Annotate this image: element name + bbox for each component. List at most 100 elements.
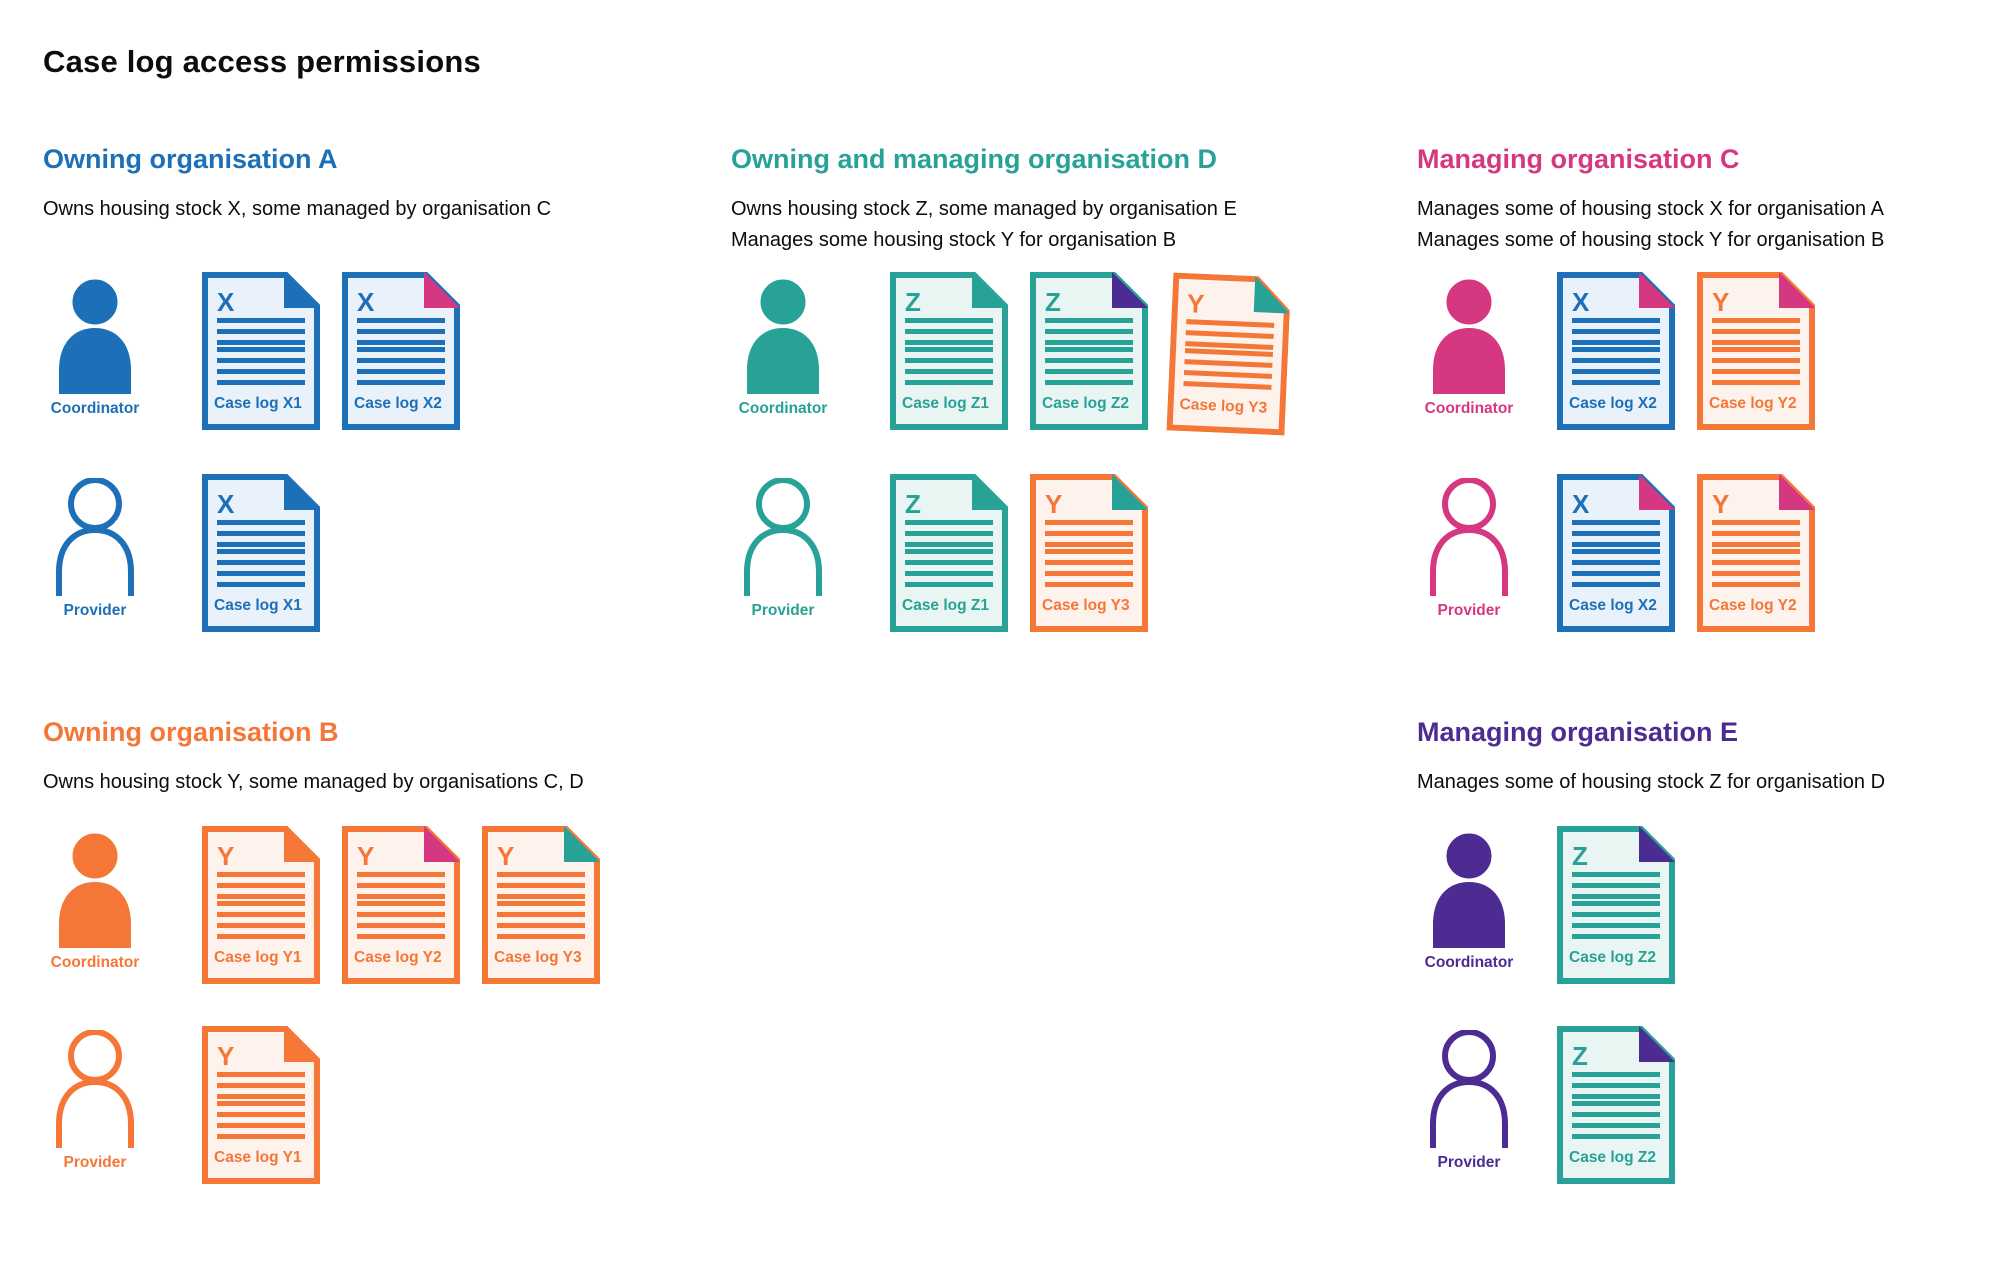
- doc-line: [1572, 582, 1660, 587]
- section-title: Managing organisation E: [1417, 717, 1739, 747]
- doc-line: [1572, 520, 1660, 525]
- doc-fold-icon: [284, 272, 320, 308]
- doc-line: [1712, 571, 1800, 576]
- person-role-label: Provider: [1437, 1154, 1501, 1171]
- section-description-line: Owns housing stock Z, some managed by or…: [731, 198, 1237, 220]
- case-log-doc-icon: X Case log X2: [1557, 272, 1675, 430]
- doc-text-lines: [1572, 872, 1660, 939]
- person-block: Provider: [43, 1026, 147, 1184]
- doc-line: [1572, 369, 1660, 374]
- doc-line: [357, 923, 445, 928]
- person-block: Coordinator: [1417, 826, 1521, 984]
- doc-line: [905, 531, 993, 536]
- doc-line: [497, 883, 585, 888]
- doc-letter: Z: [1045, 287, 1061, 317]
- person-block: Coordinator: [731, 272, 835, 430]
- doc-line: [357, 340, 445, 345]
- case-log-doc: Z Case log Z2: [1557, 826, 1675, 984]
- doc-line: [217, 912, 305, 917]
- doc-line: [217, 340, 305, 345]
- case-log-doc-icon: Z Case log Z2: [1557, 1026, 1675, 1184]
- doc-line: [905, 582, 993, 587]
- doc-fold-icon: [284, 1026, 320, 1062]
- case-log-doc: X Case log X2: [1557, 474, 1675, 632]
- doc-line: [1712, 531, 1800, 536]
- doc-label: Case log Y3: [494, 949, 582, 966]
- doc-text-lines: [1045, 318, 1133, 385]
- case-log-doc: Z Case log Z2: [1030, 272, 1148, 430]
- doc-fold-icon: [1112, 272, 1148, 308]
- doc-line: [1572, 901, 1660, 906]
- doc-label: Case log X2: [354, 395, 442, 412]
- permission-row: Provider X Case log X2 Y: [1417, 474, 1815, 632]
- doc-letter: Y: [1712, 489, 1729, 519]
- doc-line: [217, 894, 305, 899]
- doc-line: [1572, 894, 1660, 899]
- doc-label: Case log Z2: [1569, 1149, 1656, 1166]
- doc-line: [1712, 380, 1800, 385]
- case-log-doc-icon: Y Case log Y2: [1697, 474, 1815, 632]
- doc-line: [1712, 520, 1800, 525]
- doc-fold-icon: [1639, 272, 1675, 308]
- doc-label: Case log Y2: [354, 949, 442, 966]
- case-log-doc: Y Case log Y1: [202, 1026, 320, 1184]
- doc-line: [217, 1072, 305, 1077]
- case-log-doc-icon: Z Case log Z1: [890, 474, 1008, 632]
- permission-row: Provider Z Case log Z1 Y: [731, 474, 1288, 632]
- doc-label: Case log Y3: [1179, 396, 1268, 417]
- doc-letter: Y: [217, 841, 234, 871]
- doc-line: [1712, 369, 1800, 374]
- doc-label: Case log X1: [214, 395, 302, 412]
- doc-label: Case log Y3: [1042, 597, 1130, 614]
- doc-list: Z Case log Z1 Z: [890, 272, 1290, 436]
- coordinator-icon: [59, 276, 131, 394]
- doc-text-lines: [1712, 520, 1800, 587]
- person-block: Coordinator: [43, 826, 147, 984]
- doc-fold-icon: [284, 474, 320, 510]
- doc-line: [217, 318, 305, 323]
- doc-line: [905, 560, 993, 565]
- section-title: Owning organisation B: [43, 717, 339, 747]
- doc-line: [497, 894, 585, 899]
- doc-line: [217, 1094, 305, 1099]
- doc-letter: X: [357, 287, 375, 317]
- doc-label: Case log X2: [1569, 395, 1657, 412]
- doc-text-lines: [1045, 520, 1133, 587]
- permission-row: Coordinator Z Case log Z2: [1417, 826, 1675, 984]
- case-log-doc-icon: X Case log X1: [202, 272, 320, 430]
- doc-fold-icon: [424, 826, 460, 862]
- doc-line: [1572, 347, 1660, 352]
- doc-line: [1572, 1094, 1660, 1099]
- doc-line: [1045, 560, 1133, 565]
- doc-line: [1045, 369, 1133, 374]
- doc-line: [497, 934, 585, 939]
- doc-line: [217, 1123, 305, 1128]
- doc-fold-icon: [972, 272, 1008, 308]
- doc-line: [357, 894, 445, 899]
- doc-label: Case log Y1: [214, 1149, 302, 1166]
- doc-line: [1712, 542, 1800, 547]
- section-owning-organisation-b: Owning organisation B Owns housing stock…: [43, 716, 703, 1184]
- doc-line: [1045, 520, 1133, 525]
- case-log-doc: Y Case log Y2: [1697, 474, 1815, 632]
- doc-line: [497, 923, 585, 928]
- doc-line: [497, 872, 585, 877]
- person-role-label: Coordinator: [50, 400, 140, 417]
- doc-list: Z Case log Z2: [1557, 826, 1675, 984]
- permission-row: Coordinator Z Case log Z1 Z: [731, 272, 1290, 436]
- coordinator-icon: [747, 276, 819, 394]
- person-role-label: Coordinator: [50, 954, 140, 971]
- doc-letter: X: [1572, 489, 1590, 519]
- doc-letter: Z: [905, 287, 921, 317]
- doc-line: [1186, 319, 1275, 328]
- doc-line: [905, 318, 993, 323]
- doc-fold-icon: [1639, 1026, 1675, 1062]
- doc-line: [905, 347, 993, 352]
- doc-line: [1572, 549, 1660, 554]
- doc-letter: Y: [357, 841, 374, 871]
- doc-label: Case log Z2: [1042, 395, 1129, 412]
- section-description: Owns housing stock Z, some managed by or…: [731, 194, 1391, 256]
- person-role-label: Coordinator: [738, 400, 828, 417]
- doc-line: [1572, 934, 1660, 939]
- doc-line: [1045, 347, 1133, 352]
